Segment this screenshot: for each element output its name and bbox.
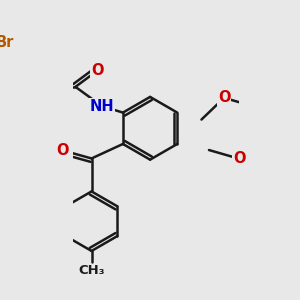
Text: O: O — [233, 151, 245, 166]
Text: O: O — [56, 143, 69, 158]
Text: O: O — [91, 63, 103, 78]
Text: Br: Br — [0, 35, 14, 50]
Text: CH₃: CH₃ — [78, 264, 105, 277]
Text: NH: NH — [90, 99, 114, 114]
Text: O: O — [218, 90, 230, 105]
